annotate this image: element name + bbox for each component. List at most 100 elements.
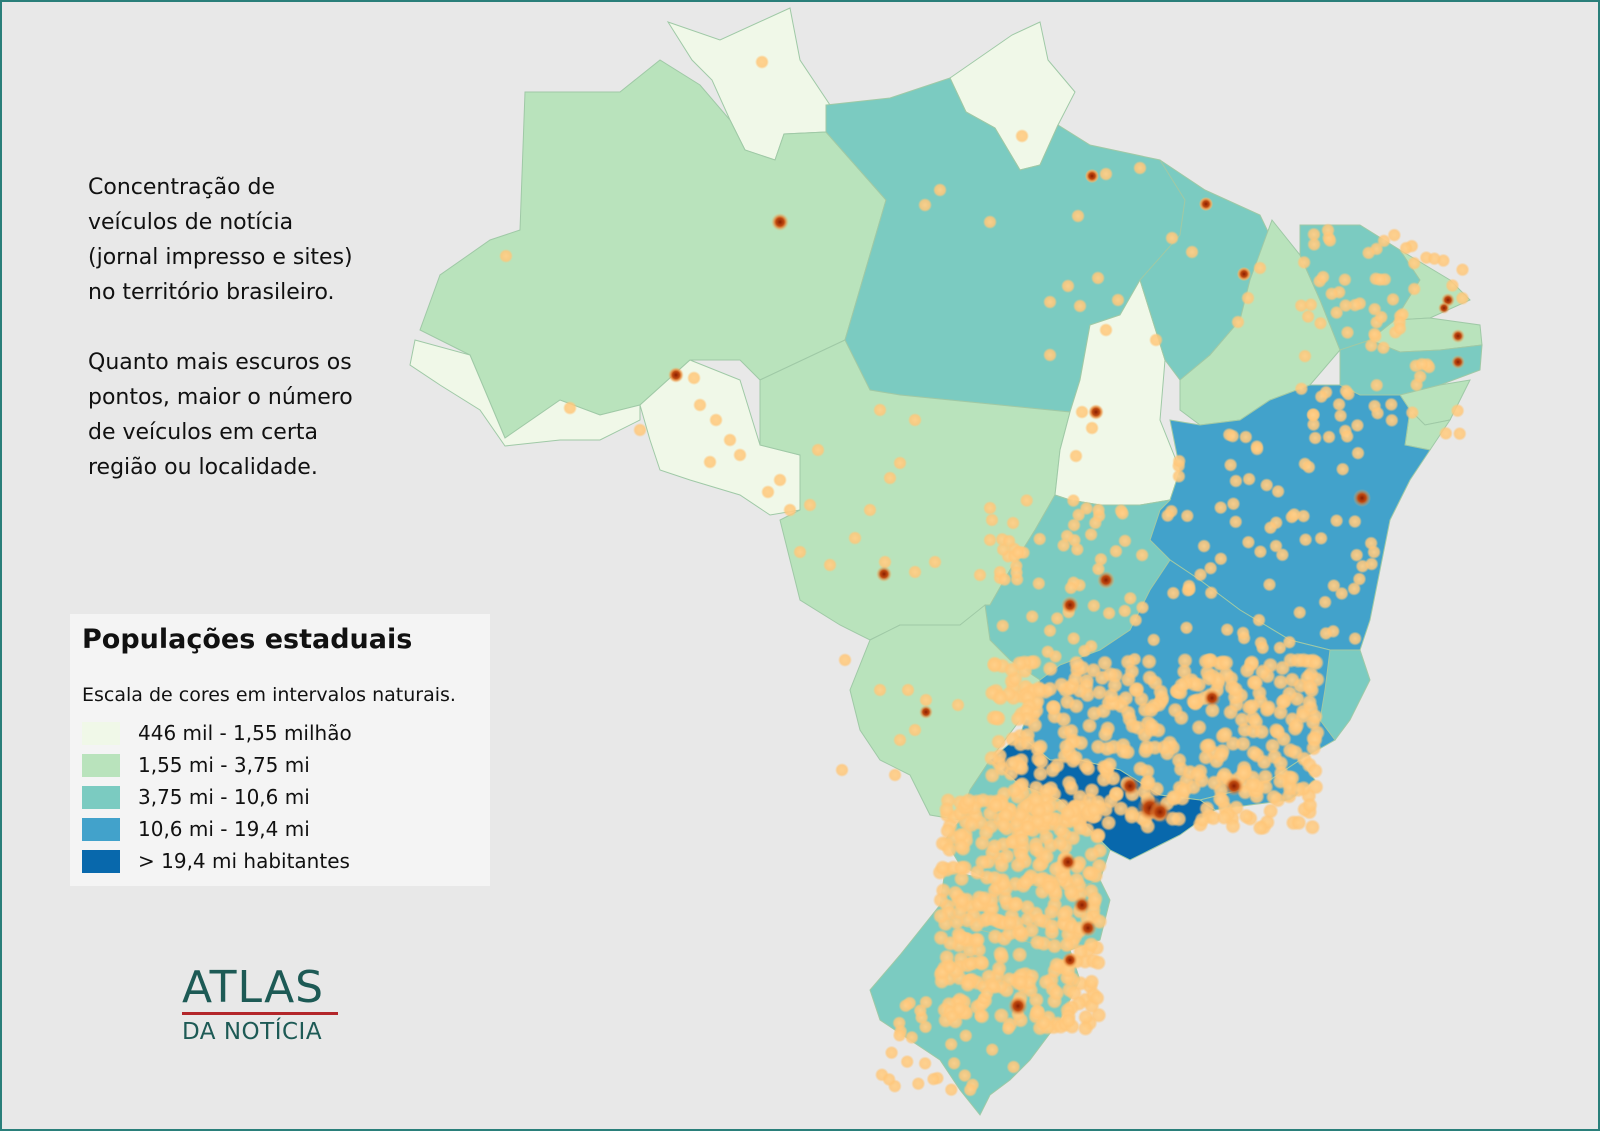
outlet-point: [1241, 535, 1256, 550]
outlet-point: [1052, 821, 1069, 838]
outlet-point: [1306, 408, 1321, 422]
outlet-point: [1263, 520, 1278, 535]
outlet-point: [1019, 493, 1034, 508]
outlet-point: [932, 908, 949, 924]
outlet-point: [1244, 777, 1261, 794]
outlet-point: [1213, 747, 1230, 764]
outlet-point: [944, 1037, 959, 1052]
outlet-point: [1292, 605, 1307, 620]
outlet-point: [1118, 533, 1132, 548]
outlet-point: [976, 890, 993, 907]
outlet-point: [1301, 694, 1318, 711]
outlet-point: [848, 531, 862, 545]
outlet-point: [1042, 660, 1059, 677]
outlet-point: [873, 403, 887, 417]
outlet-point: [1133, 691, 1150, 708]
outlet-point: [1004, 731, 1021, 748]
legend-label: 446 mil - 1,55 milhão: [138, 721, 352, 745]
outlet-point: [1123, 591, 1138, 606]
outlet-point: [1340, 429, 1355, 444]
outlet-point: [1048, 956, 1065, 973]
outlet-point: [1075, 405, 1089, 419]
outlet-point: [838, 653, 852, 667]
intro-paragraph-2: Quanto mais escuros os pontos, maior o n…: [88, 350, 353, 480]
outlet-point: [1272, 674, 1289, 690]
outlet-point: [835, 763, 849, 777]
outlet-point: [1031, 802, 1047, 819]
outlet-cluster-dark: [1451, 355, 1465, 369]
outlet-point: [1115, 506, 1130, 521]
outlet-point: [709, 413, 723, 427]
news-outlets-points: [499, 55, 1470, 1097]
outlet-point: [1228, 514, 1243, 529]
outlet-point: [1009, 565, 1024, 580]
outlet-point: [1058, 738, 1075, 755]
outlet-cluster-dark: [1451, 329, 1465, 343]
outlet-point: [1002, 534, 1017, 549]
outlet-cluster-dark: [1203, 689, 1221, 707]
outlet-point: [793, 545, 807, 559]
outlet-point: [1069, 449, 1083, 463]
intro-text: Concentração de veículos de notícia (jor…: [88, 170, 408, 520]
outlet-cluster-dark: [1224, 776, 1244, 796]
outlet-point: [1413, 369, 1428, 384]
outlet-point: [1438, 426, 1453, 441]
outlet-point: [1269, 724, 1286, 741]
intro-paragraph-1: Concentração de veículos de notícia (jor…: [88, 175, 353, 305]
outlet-point: [1055, 906, 1072, 923]
outlet-point: [1091, 684, 1108, 701]
outlet-point: [1033, 753, 1050, 770]
outlet-point: [1455, 291, 1470, 306]
outlet-point: [783, 503, 797, 517]
outlet-point: [1242, 472, 1257, 487]
outlet-point: [1272, 704, 1289, 721]
outlet-point: [1307, 762, 1324, 779]
outlet-point: [1290, 652, 1307, 669]
outlet-point: [1307, 237, 1322, 252]
outlet-point: [1052, 835, 1069, 852]
outlet-point: [1006, 1060, 1021, 1074]
legend-swatch: [82, 786, 120, 809]
outlet-point: [1329, 513, 1344, 528]
outlet-point: [1063, 723, 1080, 740]
outlet-point: [1045, 699, 1062, 716]
outlet-point: [1084, 527, 1099, 542]
outlet-point: [723, 433, 737, 447]
outlet-point: [1056, 538, 1071, 553]
outlet-point: [1083, 846, 1100, 863]
outlet-point: [1172, 454, 1187, 469]
outlet-point: [1321, 223, 1335, 238]
outlet-cluster-dark: [919, 705, 933, 719]
outlet-point: [1101, 756, 1118, 773]
outlet-point: [973, 1008, 988, 1023]
outlet-point: [1003, 765, 1020, 782]
legend-subtitle: Escala de cores em intervalos naturais.: [82, 684, 456, 706]
outlet-point: [1043, 295, 1057, 309]
outlet-point: [1303, 297, 1318, 312]
outlet-point: [918, 198, 932, 212]
outlet-point: [995, 618, 1010, 633]
outlet-point: [1071, 209, 1085, 223]
outlet-point: [1099, 167, 1113, 181]
outlet-point: [1306, 227, 1321, 242]
outlet-point: [1333, 408, 1348, 423]
outlet-point: [1135, 600, 1150, 615]
outlet-point: [1012, 973, 1029, 990]
outlet-point: [1105, 770, 1122, 787]
outlet-point: [908, 723, 922, 737]
outlet-point: [892, 1028, 907, 1043]
outlet-point: [1455, 262, 1470, 277]
outlet-point: [1077, 643, 1092, 658]
outlet-point: [944, 1082, 959, 1097]
outlet-point: [983, 215, 997, 229]
outlet-cluster-dark: [771, 213, 789, 231]
outlet-point: [1030, 871, 1047, 888]
outlet-point: [1061, 279, 1075, 293]
outlet-point: [1099, 323, 1113, 337]
outlet-point: [1414, 357, 1429, 372]
outlet-point: [1043, 348, 1057, 362]
outlet-point: [1146, 632, 1161, 647]
outlet-point: [1013, 847, 1030, 864]
outlet-point: [908, 413, 922, 427]
